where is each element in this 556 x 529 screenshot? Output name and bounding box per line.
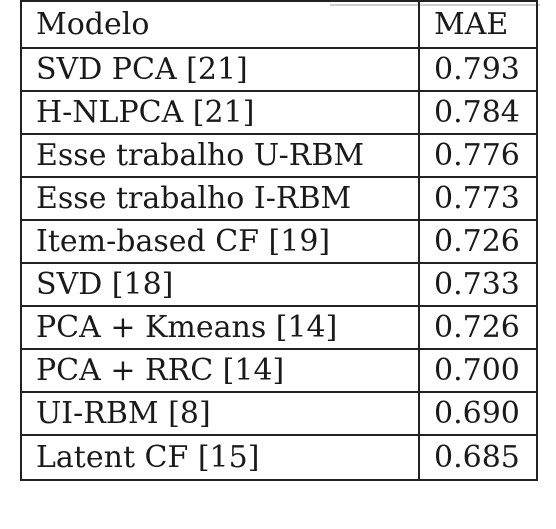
- table-row: Esse trabalho I-RBM 0.773: [20, 176, 538, 221]
- mae-value-cell: 0.726: [418, 219, 538, 264]
- model-name-cell: SVD [18]: [20, 262, 420, 307]
- model-name-cell: Latent CF [15]: [20, 434, 420, 481]
- model-name-cell: SVD PCA [21]: [20, 47, 420, 92]
- table-header-row: Modelo MAE: [20, 0, 538, 49]
- table-row: Esse trabalho U-RBM 0.776: [20, 133, 538, 178]
- mae-value-cell: 0.700: [418, 348, 538, 393]
- table-row: PCA + Kmeans [14] 0.726: [20, 305, 538, 350]
- model-name-cell: Esse trabalho U-RBM: [20, 133, 420, 178]
- table-row: H-NLPCA [21] 0.784: [20, 90, 538, 135]
- table-row: Item-based CF [19] 0.726: [20, 219, 538, 264]
- mae-value-cell: 0.733: [418, 262, 538, 307]
- table-row: PCA + RRC [14] 0.700: [20, 348, 538, 393]
- results-table: Modelo MAE SVD PCA [21] 0.793 H-NLPCA [21]…: [20, 0, 538, 481]
- table-row: UI-RBM [8] 0.690: [20, 391, 538, 436]
- table-row: Latent CF [15] 0.685: [20, 434, 538, 481]
- mae-value-cell: 0.726: [418, 305, 538, 350]
- table-row: SVD PCA [21] 0.793: [20, 47, 538, 92]
- mae-value-cell: 0.690: [418, 391, 538, 436]
- mae-value-cell: 0.773: [418, 176, 538, 221]
- model-name-cell: Esse trabalho I-RBM: [20, 176, 420, 221]
- model-name-cell: H-NLPCA [21]: [20, 90, 420, 135]
- column-header-modelo: Modelo: [20, 0, 420, 49]
- mae-value-cell: 0.793: [418, 47, 538, 92]
- model-name-cell: Item-based CF [19]: [20, 219, 420, 264]
- mae-value-cell: 0.776: [418, 133, 538, 178]
- model-name-cell: PCA + RRC [14]: [20, 348, 420, 393]
- model-name-cell: PCA + Kmeans [14]: [20, 305, 420, 350]
- model-name-cell: UI-RBM [8]: [20, 391, 420, 436]
- mae-value-cell: 0.784: [418, 90, 538, 135]
- mae-value-cell: 0.685: [418, 434, 538, 481]
- table-row: SVD [18] 0.733: [20, 262, 538, 307]
- column-header-mae: MAE: [418, 0, 538, 49]
